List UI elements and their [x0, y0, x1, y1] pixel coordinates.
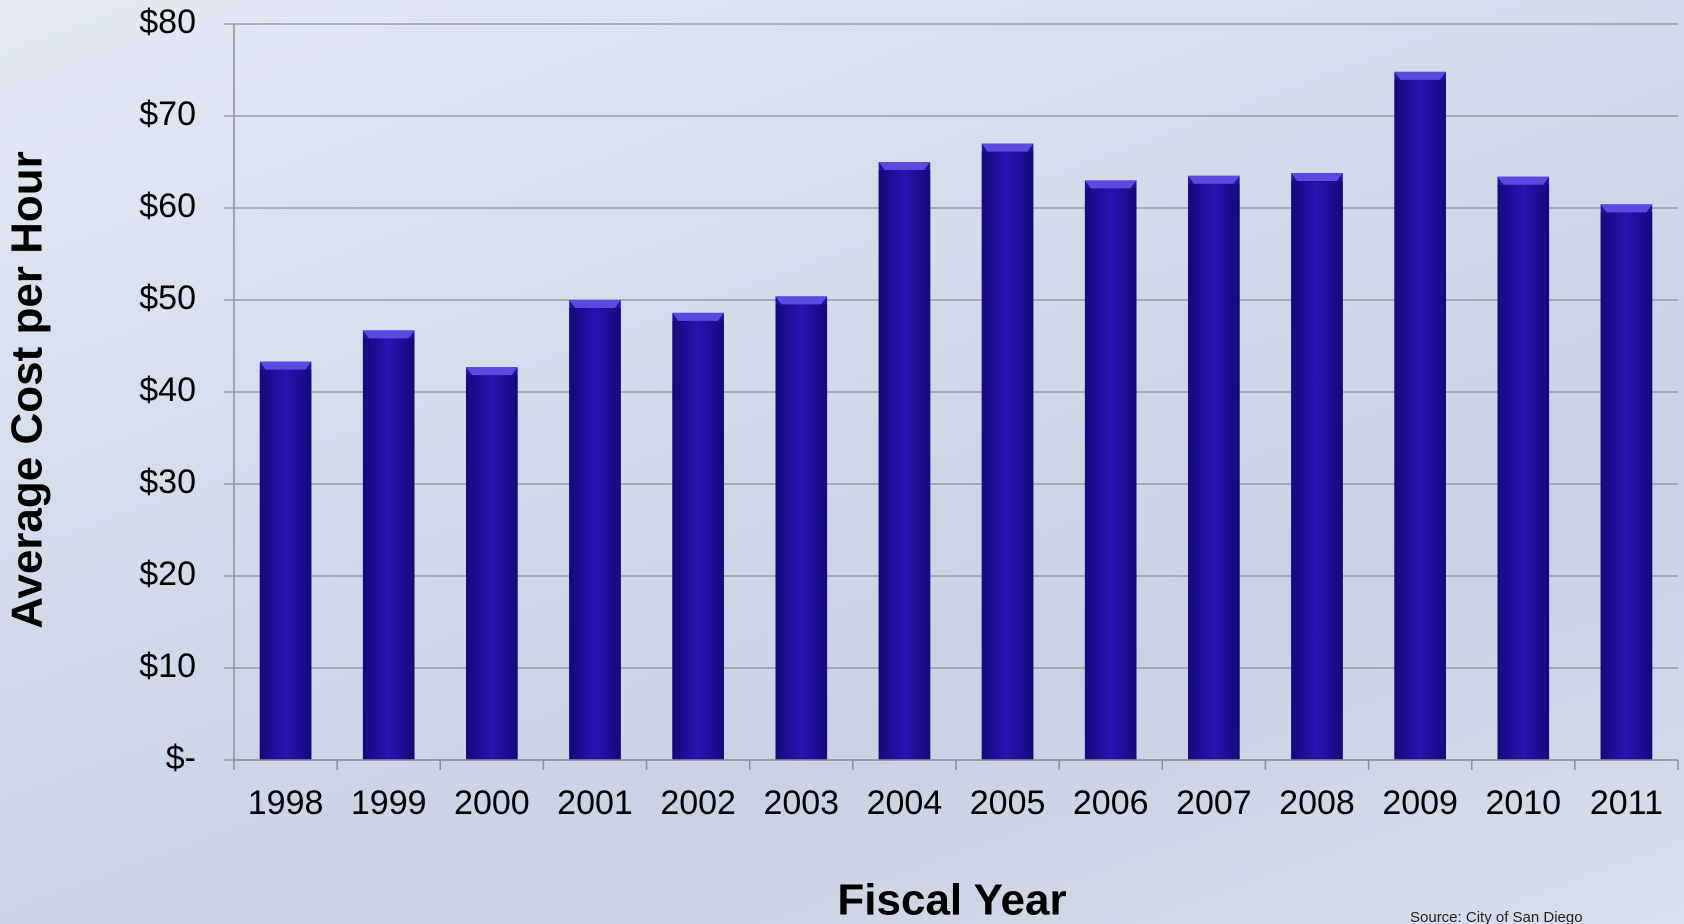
bar-cap — [775, 296, 828, 305]
bar-shade — [1084, 188, 1137, 760]
x-tick-label: 2009 — [1382, 784, 1458, 822]
bar-cap — [1291, 173, 1343, 182]
y-tick-label: $60 — [139, 187, 196, 225]
bar-shade — [1600, 212, 1653, 760]
x-tick-label: 2007 — [1176, 784, 1252, 822]
bar-shade — [1291, 181, 1343, 761]
bar-cap — [1394, 71, 1446, 80]
bar-cap — [1497, 176, 1550, 185]
bar-shade — [878, 170, 931, 760]
y-tick-label: $30 — [139, 463, 196, 501]
x-tick-label: 2006 — [1073, 784, 1149, 822]
bar-shade — [466, 375, 518, 760]
bar-cap — [878, 162, 931, 170]
x-axis-title: Fiscal Year — [837, 876, 1066, 924]
bar-cap — [569, 300, 621, 308]
bar-shade — [569, 308, 621, 760]
x-tick-label: 1998 — [248, 784, 324, 822]
x-tick-label: 2010 — [1485, 784, 1561, 822]
x-tick-label: 2001 — [557, 784, 633, 822]
bar-shade — [1188, 183, 1240, 761]
bar-cap — [362, 330, 415, 339]
x-tick-label: 2008 — [1279, 784, 1355, 822]
x-tick-label: 2004 — [867, 784, 943, 822]
y-tick-label: $20 — [139, 555, 196, 593]
y-tick-label: $- — [166, 739, 196, 777]
bar-cap — [1188, 175, 1240, 184]
bar-cap — [672, 312, 724, 321]
bar-shade — [1394, 79, 1446, 761]
bar-cap — [259, 361, 312, 370]
bar-cap — [1084, 180, 1137, 189]
y-tick-label: $70 — [139, 95, 196, 133]
x-tick-label: 2003 — [763, 784, 839, 822]
bar-shade — [1497, 184, 1550, 761]
bar-cap — [1600, 204, 1653, 213]
bar-shade — [672, 320, 724, 760]
x-tick-label: 2002 — [660, 784, 736, 822]
bar-shade — [981, 151, 1034, 761]
y-axis-title: Average Cost per Hour — [3, 151, 52, 629]
x-tick-label: 2005 — [970, 784, 1046, 822]
x-tick-label: 1999 — [351, 784, 427, 822]
y-tick-label: $50 — [139, 279, 196, 317]
y-tick-label: $80 — [139, 3, 196, 41]
source-note: Source: City of San Diego — [1410, 909, 1583, 924]
bar-cap — [466, 367, 518, 376]
y-tick-label: $40 — [139, 371, 196, 409]
x-tick-label: 2000 — [454, 784, 530, 822]
bar-shade — [362, 338, 415, 760]
x-tick-label: 2011 — [1590, 784, 1663, 822]
bar-shade — [259, 369, 312, 760]
bar-shade — [775, 304, 828, 760]
bar-cap — [981, 143, 1034, 152]
y-tick-label: $10 — [139, 647, 196, 685]
